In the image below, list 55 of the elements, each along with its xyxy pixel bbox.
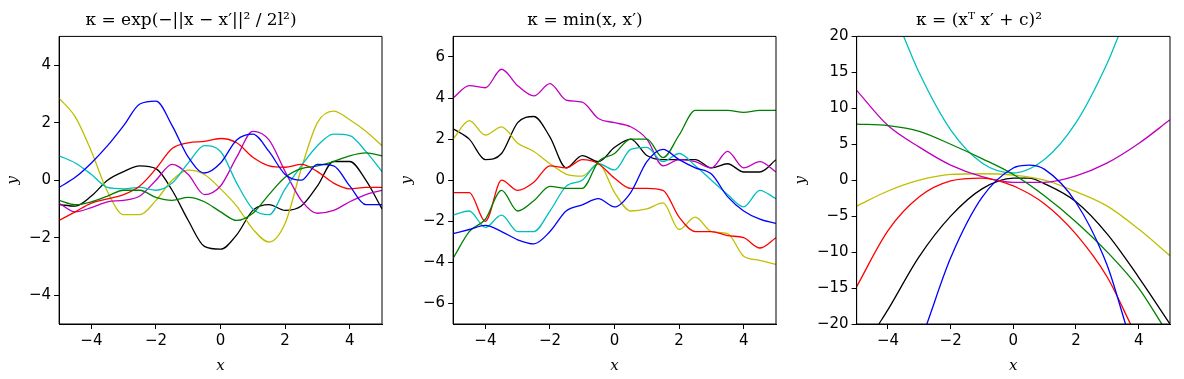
x-axis-title: x [610,355,620,374]
line-series [903,36,1119,174]
y-tick-label: 4 [435,87,446,106]
y-tick-label: −15 [817,277,849,296]
line-series [856,177,1132,324]
y-tick-label: 20 [829,26,849,45]
y-axis-title: y [396,175,415,186]
y-tick-label: 2 [435,129,446,147]
x-tick-label: 4 [344,330,355,349]
chart-title: κ = min(x, x′) [527,8,643,29]
y-tick-label: 0 [41,170,52,189]
y-tick-label: −2 [28,227,52,246]
line-series [926,164,1127,324]
y-tick-label: 15 [829,62,849,81]
x-tick-label: 2 [1071,330,1081,349]
y-tick-label: 6 [435,46,446,65]
y-tick-label: −20 [817,313,849,332]
x-tick-label: 0 [609,330,620,349]
y-tick-label: −4 [422,252,446,271]
line-series [59,100,382,206]
y-tick-label: 0 [435,170,446,189]
line-series [59,152,382,222]
y-tick-label: 2 [41,112,52,131]
y-tick-label: 5 [839,134,849,153]
y-tick-label: −4 [28,285,52,304]
x-tick-label: −4 [474,330,497,349]
x-tick-label: 0 [215,330,226,349]
line-series [856,123,1163,324]
x-tick-label: 4 [1133,330,1144,349]
x-tick-label: −2 [538,330,562,349]
line-series [59,97,382,243]
line-series [856,89,1170,184]
y-tick-label: 10 [829,98,849,117]
line-series [856,173,1170,257]
x-tick-label: −4 [876,330,900,349]
line-series [453,68,776,173]
y-axis-title: y [2,175,21,186]
x-tick-label: 2 [280,330,290,349]
x-tick-label: −2 [144,330,168,349]
x-axis-title: x [1009,355,1019,374]
chart-title: κ = (xᵀ x′ + c)² [916,8,1042,29]
x-tick-label: 0 [1008,330,1019,349]
x-axis-title: x [216,355,226,374]
x-tick-label: 4 [738,330,749,349]
x-tick-label: 2 [674,330,684,349]
x-tick-label: −4 [80,330,103,349]
y-tick-label: −6 [422,293,446,312]
chart-title: κ = exp(−||x − x′||² / 2l²) [85,8,297,29]
x-tick-label: −2 [939,330,962,349]
y-tick-label: 0 [839,170,849,189]
y-axis-title: y [790,175,809,186]
y-tick-label: −10 [817,241,849,260]
y-tick-label: −5 [826,206,849,225]
y-tick-label: −2 [422,211,446,230]
y-tick-label: 4 [41,55,52,74]
